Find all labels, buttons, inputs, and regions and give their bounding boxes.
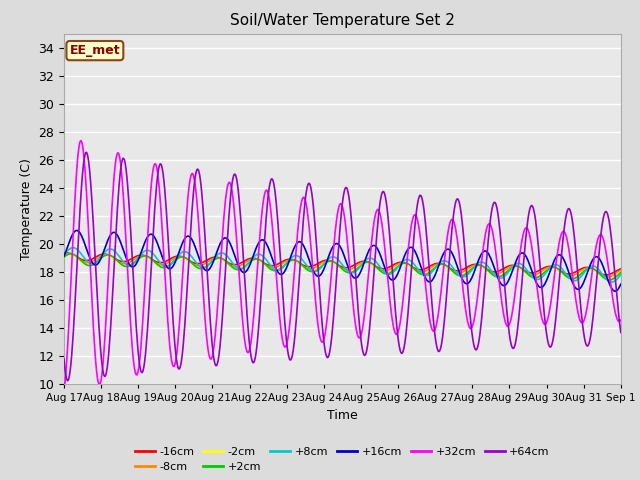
Title: Soil/Water Temperature Set 2: Soil/Water Temperature Set 2 xyxy=(230,13,455,28)
X-axis label: Time: Time xyxy=(327,408,358,421)
Legend: -16cm, -8cm, -2cm, +2cm, +8cm, +16cm, +32cm, +64cm: -16cm, -8cm, -2cm, +2cm, +8cm, +16cm, +3… xyxy=(131,442,554,477)
Text: EE_met: EE_met xyxy=(70,44,120,57)
Y-axis label: Temperature (C): Temperature (C) xyxy=(20,158,33,260)
